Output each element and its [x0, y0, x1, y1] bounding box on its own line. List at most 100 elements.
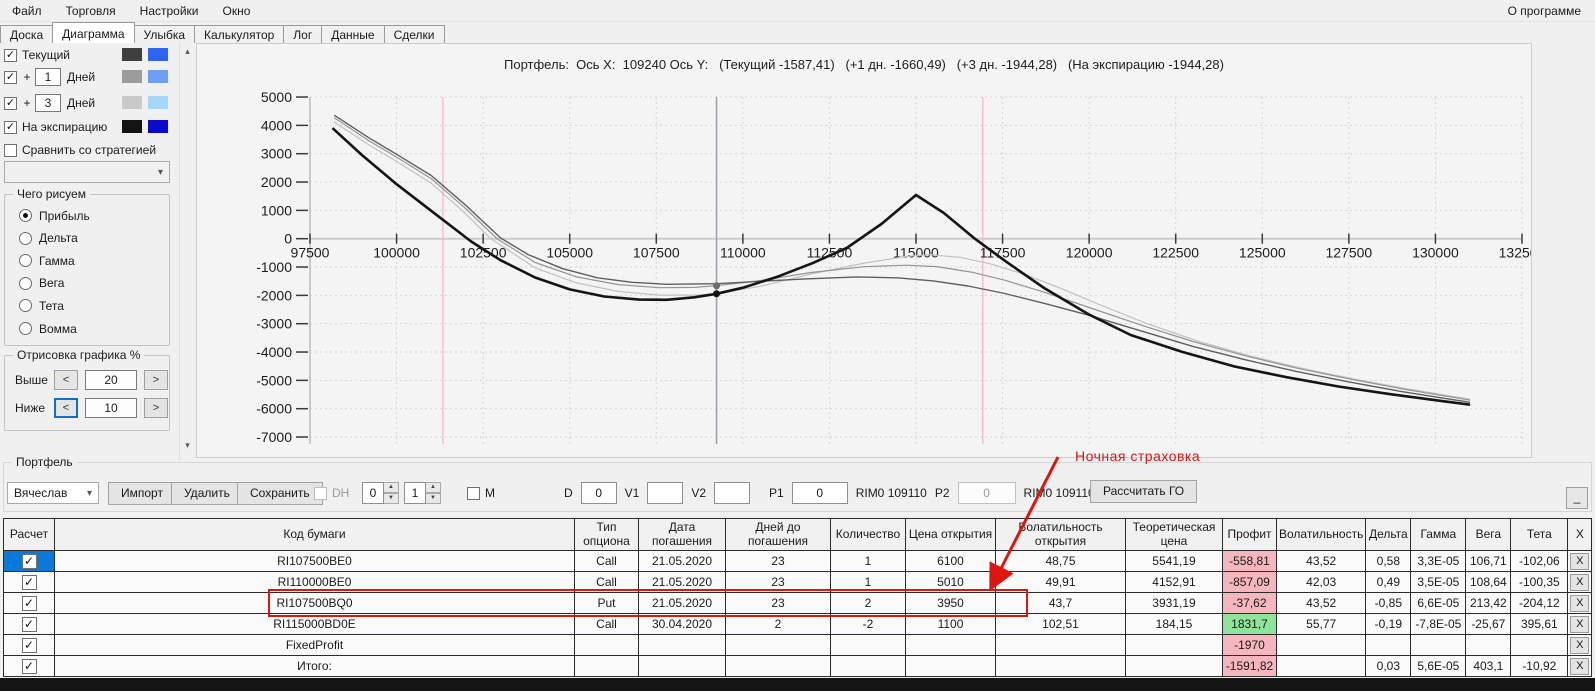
column-header[interactable]: Тета — [1510, 518, 1569, 551]
current-checkbox[interactable]: ✓ — [4, 48, 17, 62]
above-value-input[interactable]: 20 — [85, 370, 137, 390]
plus3-color-swatch-1 — [122, 96, 142, 109]
radio-icon[interactable] — [19, 299, 32, 313]
p2-input[interactable]: 0 — [957, 482, 1016, 504]
column-header[interactable]: X — [1567, 518, 1593, 551]
below-value-input[interactable]: 10 — [85, 398, 137, 418]
row-delete-button[interactable]: X — [1570, 594, 1590, 612]
below-decrement-button[interactable]: < — [54, 398, 78, 418]
above-increment-button[interactable]: > — [144, 370, 168, 390]
spin-down-icon[interactable]: ▼ — [426, 493, 441, 504]
scroll-down-icon[interactable]: ▾ — [185, 440, 190, 450]
radio-icon[interactable] — [19, 231, 32, 245]
row-delete-button[interactable]: X — [1570, 615, 1590, 633]
menu-item[interactable]: Файл — [12, 3, 42, 18]
dh-checkbox[interactable] — [314, 486, 327, 500]
scroll-up-icon[interactable]: ▴ — [185, 46, 190, 56]
axis-tick-label: -4000 — [256, 344, 292, 360]
delete-cell: X — [1567, 592, 1593, 614]
row-delete-button[interactable]: X — [1570, 552, 1590, 570]
v1-input[interactable] — [647, 482, 684, 504]
tab-Калькулятор[interactable]: Калькулятор — [194, 25, 285, 43]
draw-option-Гамма[interactable]: Гамма — [19, 253, 75, 268]
sidebar-scrollbar[interactable]: ▴ ▾ — [179, 43, 194, 460]
menu-item[interactable]: Настройки — [139, 3, 199, 18]
tab-Сделки[interactable]: Сделки — [383, 25, 445, 43]
row-delete-button[interactable]: X — [1570, 573, 1590, 591]
cell-delta: 0,58 — [1365, 550, 1412, 572]
column-header[interactable]: Дней до погашения — [725, 518, 831, 551]
spinner-a[interactable]: 0 ▲ ▼ — [362, 482, 399, 504]
spinner-b[interactable]: 1 ▲ ▼ — [404, 482, 441, 504]
portfolio-select[interactable]: Вячеслав ▾ — [7, 482, 99, 504]
row-calc-checkbox[interactable]: ✓ — [21, 574, 37, 590]
m-checkbox[interactable] — [467, 486, 480, 500]
menu-item[interactable]: Торговля — [65, 3, 116, 18]
row-calc-checkbox[interactable]: ✓ — [21, 637, 37, 653]
column-header[interactable]: Расчет — [3, 518, 55, 551]
chart-canvas[interactable]: 5000 4000 3000 2000 1000 0 -1000 -2000 -3000 -400… — [197, 44, 1545, 457]
calculate-margin-button[interactable]: Рассчитать ГО — [1090, 480, 1198, 503]
axis-tick-label: -5000 — [256, 372, 292, 388]
column-header[interactable]: Гамма — [1410, 518, 1467, 551]
plus1-checkbox[interactable]: ✓ — [4, 70, 17, 84]
draw-option-Прибыль[interactable]: Прибыль — [19, 208, 90, 223]
spin-up-icon[interactable]: ▲ — [426, 482, 441, 493]
draw-option-Вега[interactable]: Вега — [19, 276, 64, 291]
radio-icon[interactable] — [19, 254, 32, 268]
plus3-checkbox[interactable]: ✓ — [4, 96, 17, 110]
p1-input[interactable]: 0 — [791, 482, 848, 504]
tab-Данные[interactable]: Данные — [321, 25, 385, 43]
radio-icon[interactable] — [19, 276, 32, 290]
plus1-days-input[interactable]: 1 — [35, 68, 61, 86]
cell-theta: -10,92 — [1510, 655, 1569, 677]
column-header[interactable]: Дельта — [1365, 518, 1412, 551]
import-button[interactable]: Импорт — [108, 482, 176, 505]
save-button[interactable]: Сохранить — [237, 482, 323, 505]
minimize-panel-button[interactable]: _ — [1566, 487, 1588, 509]
cell-vol: 43,52 — [1275, 592, 1367, 614]
above-decrement-button[interactable]: < — [54, 370, 78, 390]
delete-button[interactable]: Удалить — [171, 482, 243, 505]
tab-Лог[interactable]: Лог — [283, 25, 323, 43]
draw-option-Тета[interactable]: Тета — [19, 298, 64, 313]
row-calc-checkbox[interactable]: ✓ — [21, 658, 37, 674]
column-header[interactable]: Волатильность — [1275, 518, 1367, 551]
column-header[interactable]: Цена открытия — [905, 518, 996, 551]
strategy-select[interactable]: ▾ — [4, 161, 170, 183]
tab-Доска[interactable]: Доска — [0, 25, 54, 43]
d-input[interactable]: 0 — [580, 482, 617, 504]
radio-icon[interactable] — [19, 322, 32, 335]
cell-date: 21.05.2020 — [638, 592, 726, 614]
plus3-days-input[interactable]: 3 — [35, 94, 61, 112]
column-header[interactable]: Количество — [830, 518, 906, 551]
below-increment-button[interactable]: > — [144, 398, 168, 418]
tab-Улыбка[interactable]: Улыбка — [133, 25, 196, 43]
row-calc-checkbox[interactable]: ✓ — [21, 553, 37, 569]
draw-option-Вомма[interactable]: Вомма — [19, 321, 77, 336]
column-header[interactable]: Код бумаги — [54, 518, 575, 551]
v2-input[interactable] — [714, 482, 751, 504]
expiration-checkbox[interactable]: ✓ — [4, 120, 17, 134]
menu-item[interactable]: Окно — [222, 3, 251, 18]
row-calc-checkbox[interactable]: ✓ — [21, 616, 37, 632]
draw-option-Дельта[interactable]: Дельта — [19, 231, 78, 246]
radio-icon[interactable] — [19, 209, 32, 222]
menu-item-about[interactable]: О программе — [1507, 3, 1581, 18]
row-delete-button[interactable]: X — [1570, 636, 1590, 654]
m-label: M — [485, 486, 495, 500]
column-header[interactable]: Профит — [1222, 518, 1277, 551]
compare-strategy-checkbox[interactable] — [4, 143, 17, 157]
column-header[interactable]: Вега — [1465, 518, 1512, 551]
spin-up-icon[interactable]: ▲ — [384, 482, 399, 493]
column-header[interactable]: Теоретическая цена — [1125, 518, 1223, 551]
row-delete-button[interactable]: X — [1570, 657, 1590, 675]
column-header[interactable]: Дата погашения — [638, 518, 726, 551]
spin-down-icon[interactable]: ▼ — [384, 493, 399, 504]
column-header[interactable]: Волатильность открытия — [995, 518, 1126, 551]
cell-theta: -102,06 — [1510, 550, 1569, 572]
tab-Диаграмма[interactable]: Диаграмма — [52, 22, 135, 43]
column-header[interactable]: Тип опциона — [574, 518, 639, 551]
row-calc-checkbox[interactable]: ✓ — [21, 595, 37, 611]
calc-cell: ✓ — [3, 592, 55, 614]
